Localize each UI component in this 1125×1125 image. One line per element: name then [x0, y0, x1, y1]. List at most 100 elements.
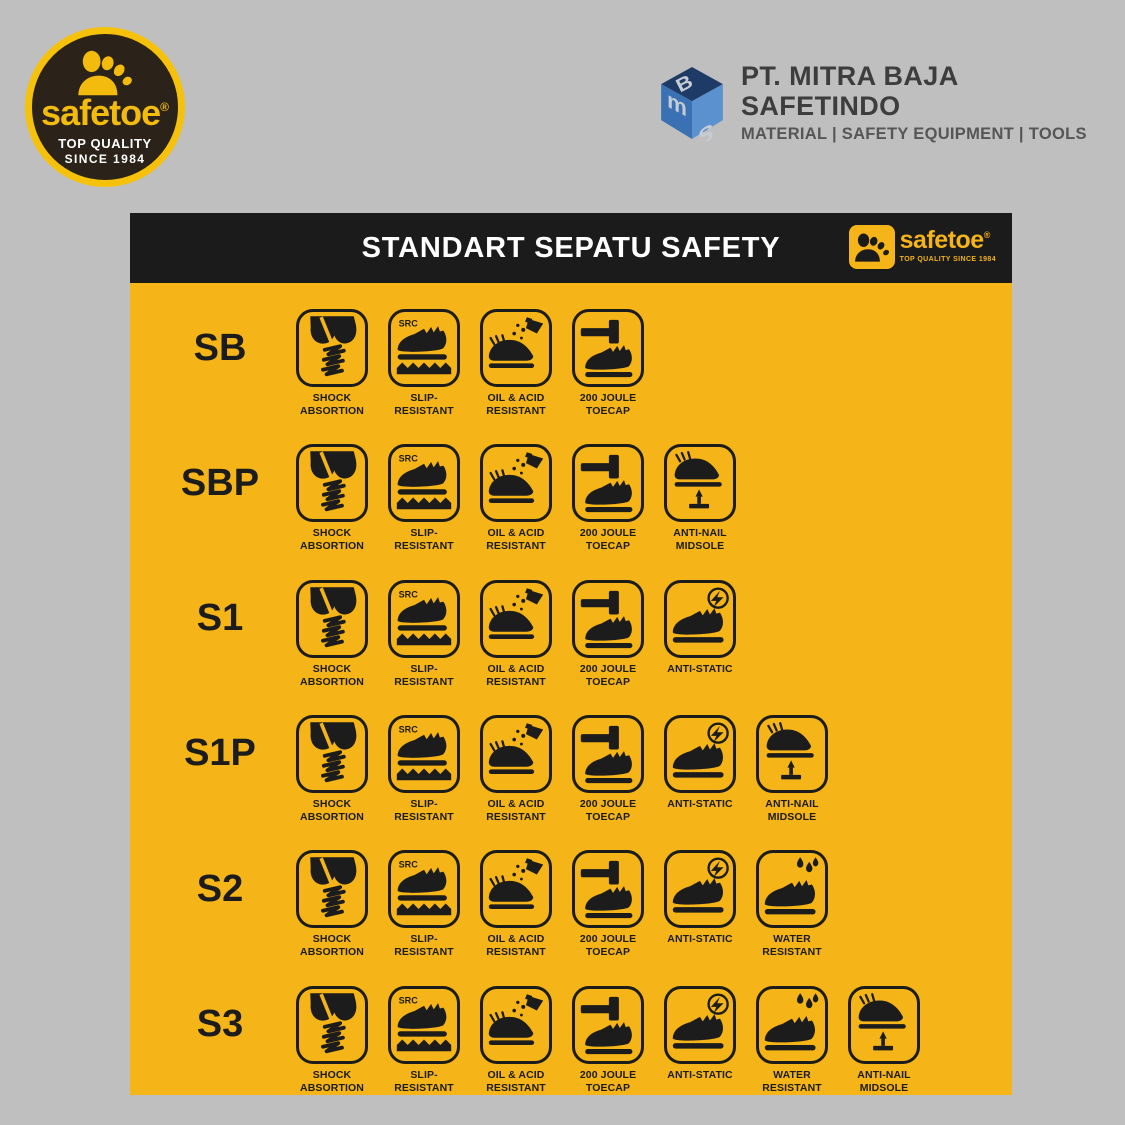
feature-cell-slip: SRC SLIP- RESISTANT — [388, 444, 460, 553]
feature-icon-box: SRC — [388, 579, 460, 658]
safety-standards-panel: STANDART SEPATU SAFETY safetoe® TOP QUAL… — [130, 213, 1012, 1095]
feature-cells: SHOCK ABSORTION SRC SLIP- RESISTANT OIL & A… — [296, 985, 920, 1095]
feature-icon-box — [480, 579, 552, 658]
standard-row-s1: S1 SHOCK ABSORTION SRC SLIP- RESISTANT OIL &… — [130, 554, 1012, 689]
200-joule-toecap-icon — [580, 590, 633, 648]
feature-cell-water: WATER RESISTANT — [756, 985, 828, 1095]
feature-label: SLIP- RESISTANT — [394, 527, 454, 553]
feature-icon-box — [296, 444, 368, 523]
feature-icon-box: SRC — [388, 444, 460, 523]
feature-cell-oil: OIL & ACID RESISTANT — [480, 444, 552, 553]
shock-absorption-icon — [310, 992, 357, 1053]
feature-icon-box: SRC — [388, 309, 460, 387]
feature-label: SLIP- RESISTANT — [394, 392, 454, 418]
feature-cell-static: ANTI-STATIC — [664, 850, 736, 959]
water-resistant-icon — [764, 992, 819, 1051]
feature-icon-box — [296, 985, 368, 1064]
oil-acid-resistant-icon — [488, 723, 544, 774]
200-joule-toecap-icon — [580, 455, 633, 513]
feature-label: OIL & ACID RESISTANT — [486, 933, 546, 959]
company-tagline: MATERIAL | SAFETY EQUIPMENT | TOOLS — [740, 125, 1087, 144]
feature-cell-nail: ANTI-NAIL MIDSOLE — [664, 444, 736, 553]
feature-cell-toecap: 200 JOULE TOECAP — [572, 579, 644, 689]
feature-icon-box — [756, 714, 828, 793]
standard-row-s1p: S1P SHOCK ABSORTION SRC SLIP- RESISTANT OIL … — [130, 689, 1012, 824]
200-joule-toecap-icon — [580, 725, 633, 784]
feature-label: OIL & ACID RESISTANT — [486, 392, 546, 418]
feature-label: ANTI-NAIL MIDSOLE — [857, 1068, 911, 1094]
feature-label: ANTI-STATIC — [667, 1068, 733, 1081]
cube-letter-m: m — [667, 87, 687, 123]
feature-icon-box — [572, 985, 644, 1064]
feature-icon-box: SRC — [388, 985, 460, 1064]
feature-cells: SHOCK ABSORTION SRC SLIP- RESISTANT OIL & A… — [296, 309, 644, 418]
src-badge: SRC — [399, 860, 419, 870]
feature-icon-box — [756, 985, 828, 1064]
feature-icon-box — [296, 579, 368, 658]
feature-cell-water: WATER RESISTANT — [756, 850, 828, 959]
feature-icon-box: SRC — [388, 714, 460, 793]
standard-code: S1 — [196, 597, 244, 640]
panel-safetoe-logo: safetoe® TOP QUALITY SINCE 1984 — [848, 225, 996, 269]
feature-label: ANTI-STATIC — [667, 662, 733, 675]
200-joule-toecap-icon — [580, 996, 633, 1054]
anti-nail-midsole-icon — [766, 722, 814, 780]
feature-icon-box — [572, 714, 644, 793]
slip-resistant-icon: SRC — [396, 454, 452, 510]
feature-cell-shock: SHOCK ABSORTION — [296, 579, 368, 689]
panel-logo-tagline: TOP QUALITY SINCE 1984 — [899, 256, 996, 263]
200-joule-toecap-icon — [580, 861, 633, 919]
feature-label: ANTI-NAIL MIDSOLE — [673, 527, 727, 553]
feature-cell-static: ANTI-STATIC — [664, 714, 736, 824]
slip-resistant-icon: SRC — [396, 860, 452, 916]
feature-cell-slip: SRC SLIP- RESISTANT — [388, 850, 460, 959]
feature-label: SHOCK ABSORTION — [300, 797, 364, 824]
safetoe-badge: safetoe® TOP QUALITY SINCE 1984 — [25, 27, 185, 187]
feature-icon-box — [480, 309, 552, 387]
feature-cell-shock: SHOCK ABSORTION — [296, 444, 368, 553]
feature-cell-toecap: 200 JOULE TOECAP — [572, 850, 644, 959]
water-resistant-icon — [764, 857, 819, 915]
slip-resistant-icon: SRC — [396, 995, 452, 1051]
anti-static-icon — [672, 857, 729, 913]
feature-label: SHOCK ABSORTION — [300, 527, 364, 553]
registered-mark: ® — [160, 99, 169, 114]
feature-icon-box: SRC — [388, 850, 460, 929]
feature-icon-box — [296, 309, 368, 387]
feature-cell-slip: SRC SLIP- RESISTANT — [388, 309, 460, 418]
feature-label: SHOCK ABSORTION — [300, 933, 364, 959]
feature-label: OIL & ACID RESISTANT — [486, 1068, 546, 1094]
oil-acid-resistant-icon — [488, 317, 544, 368]
feature-cells: SHOCK ABSORTION SRC SLIP- RESISTANT OIL & A… — [296, 444, 736, 553]
company-name: PT. MITRA BAJA SAFETINDO — [740, 61, 958, 121]
feature-cell-shock: SHOCK ABSORTION — [296, 714, 368, 824]
shock-absorption-icon — [310, 857, 357, 918]
feature-cell-nail: ANTI-NAIL MIDSOLE — [848, 985, 920, 1095]
feature-cell-shock: SHOCK ABSORTION — [296, 985, 368, 1095]
panel-title: STANDART SEPATU SAFETY — [361, 231, 781, 264]
shock-absorption-icon — [310, 451, 357, 512]
slip-resistant-icon: SRC — [396, 589, 452, 645]
feature-label: SLIP- RESISTANT — [394, 662, 454, 688]
feature-label: 200 JOULE TOECAP — [579, 933, 637, 959]
feature-cells: SHOCK ABSORTION SRC SLIP- RESISTANT OIL & A… — [296, 714, 828, 824]
anti-nail-midsole-icon — [674, 451, 722, 509]
standard-code: S2 — [196, 867, 244, 910]
feature-label: 200 JOULE TOECAP — [579, 662, 637, 688]
standard-row-sb: SB SHOCK ABSORTION SRC SLIP- RESISTANT OIL &… — [130, 283, 1012, 418]
feature-icon-box — [664, 444, 736, 523]
feature-cell-oil: OIL & ACID RESISTANT — [480, 309, 552, 418]
feature-icon-box — [848, 985, 920, 1064]
feature-icon-box — [664, 579, 736, 658]
feature-icon-box — [756, 850, 828, 929]
feature-label: ANTI-STATIC — [667, 797, 733, 810]
panel-logo-box — [848, 225, 895, 269]
feature-cell-toecap: 200 JOULE TOECAP — [572, 985, 644, 1095]
feature-label: SLIP- RESISTANT — [394, 933, 454, 959]
anti-static-icon — [672, 722, 729, 778]
feature-cell-toecap: 200 JOULE TOECAP — [572, 444, 644, 553]
src-badge: SRC — [399, 454, 419, 464]
oil-acid-resistant-icon — [488, 452, 544, 504]
standard-row-s3: S3 SHOCK ABSORTION SRC SLIP- RESISTANT OIL &… — [130, 960, 1012, 1095]
slip-resistant-icon: SRC — [396, 318, 452, 375]
